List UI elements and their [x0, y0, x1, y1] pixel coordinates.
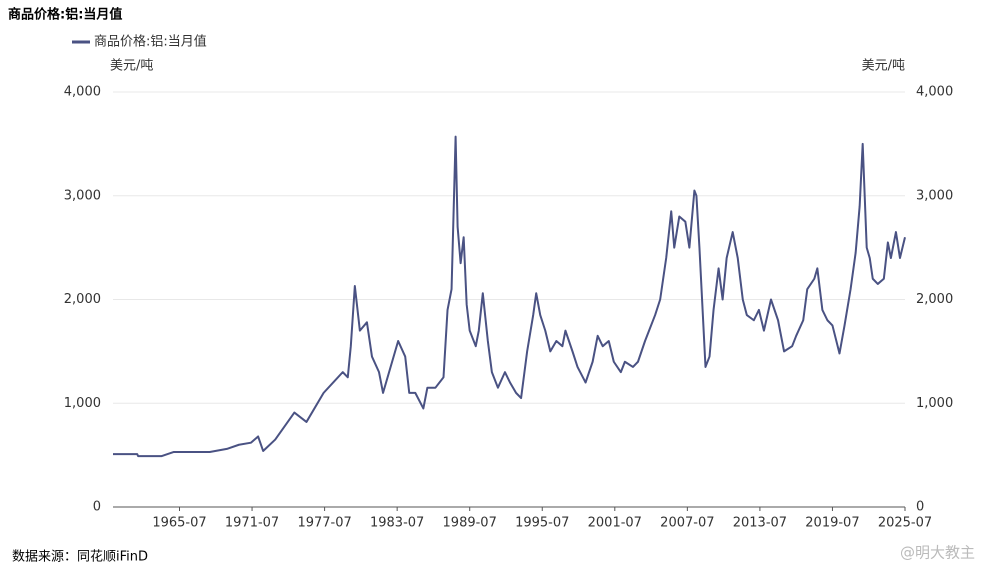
y2-tick-label: 4,000 [916, 85, 953, 100]
x-tick-label: 1965-07 [152, 516, 206, 531]
y2-tick-label: 3,000 [916, 188, 953, 203]
x-tick-label: 2013-07 [733, 516, 787, 531]
x-tick-label: 1995-07 [515, 516, 569, 531]
x-tick-label: 2007-07 [660, 516, 714, 531]
x-tick-label: 1989-07 [443, 516, 497, 531]
source: 数据来源：同花顺iFinD [12, 549, 148, 565]
x-tick-label: 1983-07 [370, 516, 424, 531]
y-tick-label: 0 [93, 500, 101, 515]
y2-tick-label: 0 [916, 500, 924, 515]
x-tick-label: 1977-07 [297, 516, 351, 531]
x-tick-label: 2019-07 [805, 516, 859, 531]
x-tick-label: 2025-07 [878, 516, 932, 531]
y-tick-label: 3,000 [64, 188, 101, 203]
y2-tick-label: 2,000 [916, 292, 953, 307]
y2-tick-label: 1,000 [916, 396, 953, 411]
y2-axis-unit: 美元/吨 [862, 59, 905, 74]
y-tick-label: 1,000 [64, 396, 101, 411]
legend-label: 商品价格:铝:当月值 [94, 34, 207, 50]
x-tick-label: 1971-07 [225, 516, 279, 531]
y-tick-label: 2,000 [64, 292, 101, 307]
y-tick-label: 4,000 [64, 85, 101, 100]
y-axis-unit: 美元/吨 [110, 59, 153, 74]
line-series [113, 135, 906, 458]
x-tick-label: 2001-07 [588, 516, 642, 531]
chart-title: 商品价格:铝:当月值 [8, 7, 122, 23]
watermark: @明大教主 [900, 544, 975, 562]
